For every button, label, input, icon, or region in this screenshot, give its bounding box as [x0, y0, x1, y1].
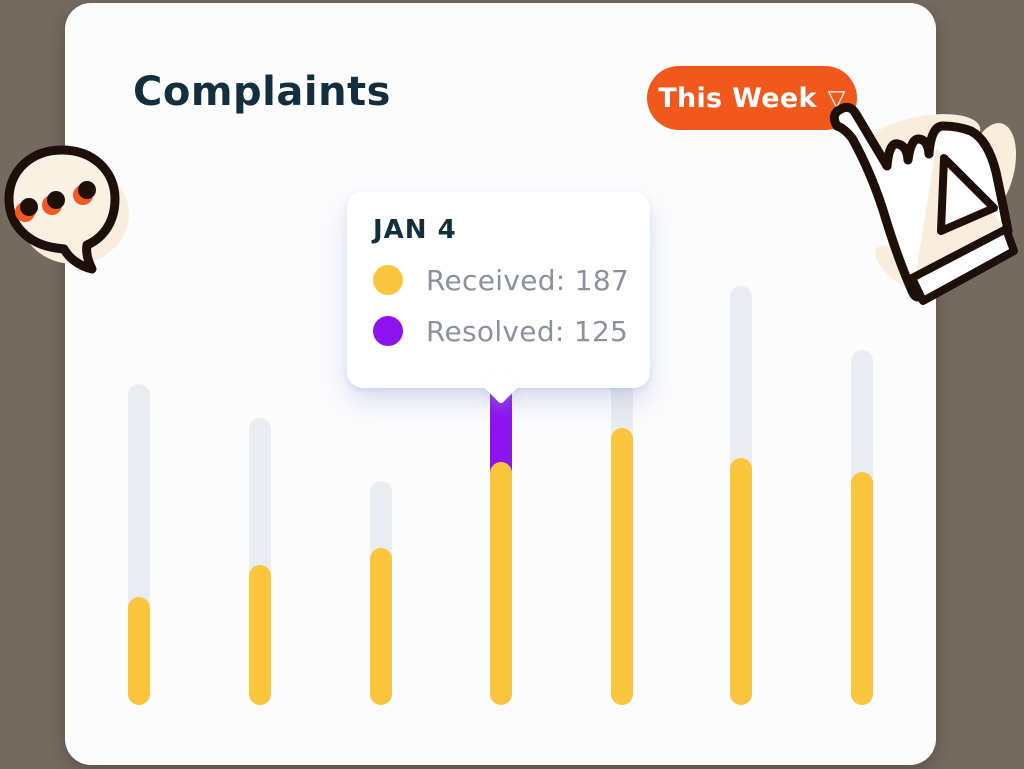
tooltip-date: JAN 4 [373, 215, 457, 245]
week-filter-button[interactable]: This Week ▽ [647, 66, 857, 130]
bar-received-fill-5[interactable] [611, 428, 633, 705]
complaints-card: Complaints This Week ▽ JAN 4 Received: 1… [65, 3, 936, 765]
tooltip-row-resolved: Resolved: 125 [373, 315, 628, 348]
chart-tooltip: JAN 4 Received: 187 Resolved: 125 [347, 192, 650, 405]
week-filter-label: This Week [658, 82, 817, 114]
bar-received-fill-2[interactable] [249, 565, 271, 705]
bar-received-fill-1[interactable] [128, 597, 150, 705]
tooltip-row-received: Received: 187 [373, 264, 629, 297]
bar-received-fill-3[interactable] [370, 548, 392, 705]
bar-received-fill-4[interactable] [490, 462, 512, 705]
bar-received-fill-7[interactable] [851, 472, 873, 705]
bar-resolved-segment-4[interactable] [490, 378, 512, 484]
bar-chart [65, 3, 936, 765]
resolved-value: Resolved: 125 [426, 314, 629, 348]
page-title: Complaints [133, 69, 391, 115]
bar-received-fill-6[interactable] [730, 458, 752, 705]
resolved-dot-icon [373, 316, 403, 346]
received-value: Received: 187 [426, 263, 630, 297]
received-dot-icon [373, 265, 403, 295]
